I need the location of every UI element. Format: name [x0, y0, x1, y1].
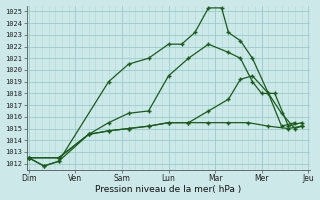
X-axis label: Pression niveau de la mer( hPa ): Pression niveau de la mer( hPa ) — [95, 185, 242, 194]
